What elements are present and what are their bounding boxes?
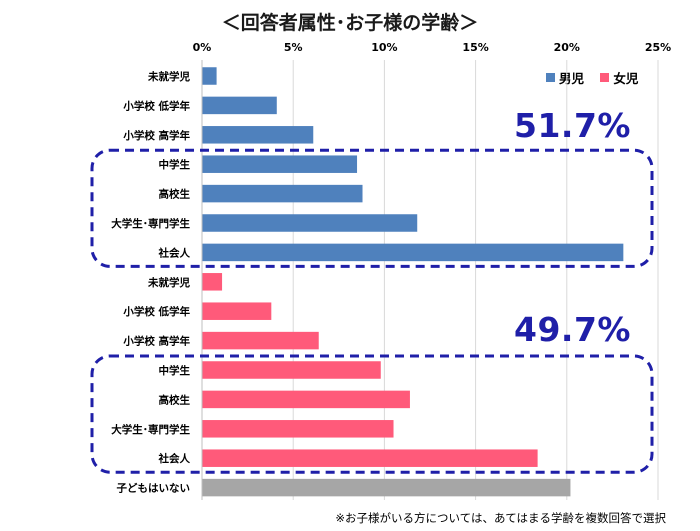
- category-label: 高校生: [159, 188, 191, 201]
- legend-swatch-male: [546, 73, 555, 82]
- bar: [202, 214, 418, 232]
- category-label: 小学校 低学年: [122, 99, 190, 112]
- bar: [202, 449, 538, 467]
- x-tick-label: 0%: [193, 41, 212, 54]
- category-label: 未就学児: [147, 276, 190, 289]
- bar: [202, 96, 277, 115]
- x-tick-label: 15%: [462, 41, 488, 54]
- bar: [202, 243, 624, 262]
- bar: [202, 126, 314, 144]
- bar: [202, 273, 223, 291]
- male-group-box: [90, 148, 654, 268]
- bar: [202, 420, 394, 438]
- male-total-callout: 51.7%: [514, 106, 631, 145]
- female-total-callout: 49.7%: [514, 310, 631, 349]
- bar: [202, 361, 381, 379]
- category-label: 小学校 高学年: [122, 129, 190, 142]
- category-label: 社会人: [158, 452, 191, 465]
- chart-legend: 男児 女児: [546, 68, 650, 87]
- category-label: 中学生: [159, 158, 191, 171]
- category-label: 大学生･専門学生: [111, 217, 190, 230]
- category-label: 小学校 高学年: [122, 335, 190, 348]
- legend-label-male: 男児: [559, 71, 585, 86]
- legend-label-female: 女児: [613, 71, 639, 86]
- category-label: 小学校 低学年: [122, 305, 190, 318]
- x-tick-label: 20%: [554, 41, 580, 54]
- legend-item-female: 女児: [600, 68, 638, 87]
- bar: [202, 155, 358, 173]
- category-label: 未就学児: [147, 70, 190, 83]
- x-tick-label: 5%: [284, 41, 303, 54]
- bar: [202, 331, 319, 350]
- bar: [202, 302, 272, 320]
- female-group-box: [90, 354, 654, 474]
- chart-title: ＜回答者属性･お子様の学齢＞: [221, 12, 479, 34]
- category-label: 大学生･専門学生: [111, 423, 190, 436]
- footnote: ※お子様がいる方については、あてはまる学齢を複数回答で選択: [335, 511, 666, 525]
- bar: [202, 478, 571, 497]
- bar: [202, 184, 363, 203]
- category-label: 中学生: [159, 364, 191, 377]
- category-label: 子どもはいない: [117, 482, 191, 495]
- legend-item-male: 男児: [546, 68, 584, 87]
- category-label: 社会人: [158, 246, 191, 259]
- legend-swatch-female: [600, 73, 610, 82]
- bar: [202, 390, 410, 409]
- x-tick-label: 25%: [645, 41, 671, 54]
- bar: [202, 67, 217, 85]
- category-label: 高校生: [159, 393, 191, 406]
- x-tick-label: 10%: [371, 41, 397, 54]
